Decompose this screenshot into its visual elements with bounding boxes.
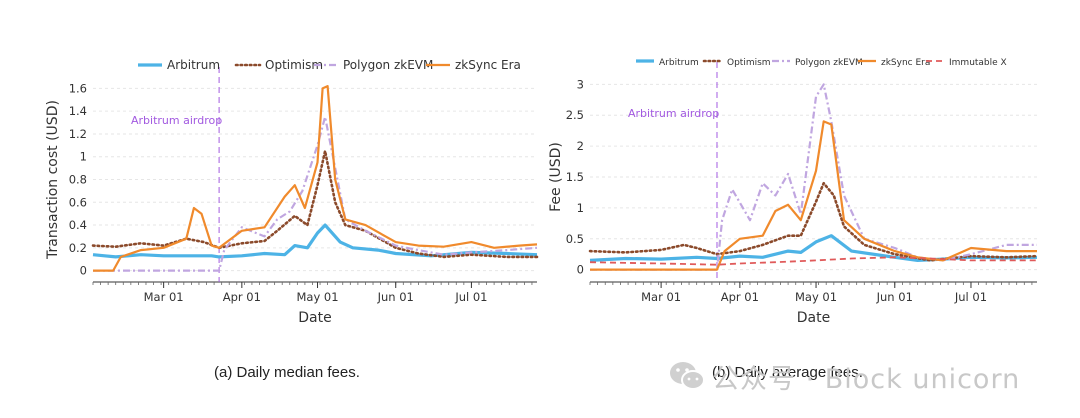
legend-label: Arbitrum	[659, 58, 699, 68]
x-tick-label: May 01	[795, 290, 837, 304]
y-tick-label: 0.8	[69, 173, 87, 187]
series-line-optimism	[588, 181, 1039, 262]
airdrop-label: Arbitrum airdrop	[628, 107, 719, 120]
watermark-text: 公众号 · Block unicorn	[712, 363, 1021, 395]
x-tick-label: May 01	[296, 290, 338, 304]
caption-a: (a) Daily median fees.	[214, 364, 360, 381]
legend-label: zkSync Era	[881, 58, 930, 68]
y-tick-label: 2	[577, 139, 584, 153]
x-tick-label: Jul 01	[454, 290, 487, 304]
x-tick-label: Mar 01	[641, 290, 681, 304]
y-tick-label: 0.4	[69, 218, 87, 232]
series-line-arbitrum	[92, 223, 538, 259]
series-line-zksync-era	[93, 84, 538, 272]
y-tick-label: 1	[80, 150, 87, 164]
y-axis-label: Fee (USD)	[548, 142, 564, 212]
x-tick-label: Jul 01	[954, 290, 987, 304]
legend-label: Optimism	[727, 58, 771, 68]
x-axis-label: Date	[298, 310, 331, 326]
x-tick-label: Apr 01	[223, 290, 261, 304]
y-tick-label: 2.5	[566, 108, 584, 122]
y-tick-label: 1.5	[566, 170, 584, 184]
series-line-immutable-x	[589, 256, 1037, 266]
legend-label: Polygon zkEVM	[795, 58, 863, 68]
x-tick-label: Mar 01	[144, 290, 184, 304]
series-line-zksync-era	[590, 120, 1037, 271]
wechat-icon	[670, 362, 705, 390]
caption-b: (b) Daily average fees.	[712, 364, 863, 381]
y-tick-label: 0.6	[69, 195, 87, 209]
series-line-optimism	[91, 149, 539, 259]
series-line-polygon-zkevm	[93, 115, 538, 272]
legend-label: Polygon zkEVM	[343, 58, 433, 72]
legend-label: Immutable X	[949, 58, 1007, 68]
y-tick-label: 1.4	[69, 104, 87, 118]
chart-b: 0 0.5 1 1.5 2 2.5 3 Mar 01 Apr 01 May 01 Jun 01 Jul…	[548, 58, 1039, 326]
x-tick-label: Jun 01	[377, 290, 414, 304]
legend-label: zkSync Era	[455, 58, 521, 72]
x-tick-label: Jun 01	[876, 290, 913, 304]
y-tick-label: 3	[577, 77, 584, 91]
y-tick-label: 0	[577, 263, 584, 277]
y-tick-label: 0.2	[69, 241, 87, 255]
y-tick-label: 1	[577, 201, 584, 215]
y-tick-label: 0	[80, 264, 87, 278]
x-tick-label: Apr 01	[721, 290, 759, 304]
airdrop-label: Arbitrum airdrop	[131, 114, 222, 127]
x-axis-label: Date	[797, 310, 830, 326]
y-tick-label: 1.2	[69, 127, 87, 141]
legend-label: Optimism	[265, 58, 323, 72]
legend-label: Arbitrum	[167, 58, 220, 72]
chart-a: 0 0.2 0.4 0.6 0.8 1 1.2 1.4 1.6 Mar 01 Apr 01 May 0…	[45, 58, 539, 326]
y-axis-label: Transaction cost (USD)	[45, 100, 61, 260]
y-tick-label: 1.6	[69, 81, 87, 95]
y-tick-label: 0.5	[566, 232, 584, 246]
watermark: 公众号 · Block unicorn	[668, 356, 1020, 396]
